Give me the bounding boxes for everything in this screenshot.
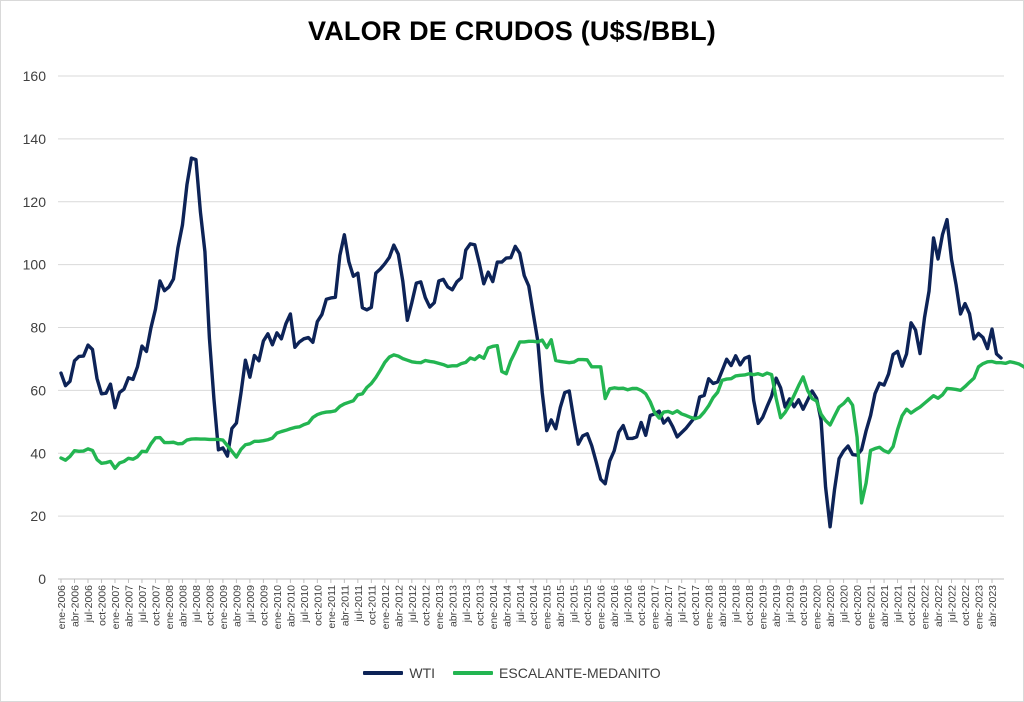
y-tick-label: 140 bbox=[23, 131, 47, 147]
y-tick-label: 20 bbox=[30, 508, 46, 524]
x-tick-label: ene-2016 bbox=[596, 585, 608, 630]
x-tick-label: ene-2015 bbox=[542, 585, 554, 630]
x-tick-label: ene-2011 bbox=[326, 585, 338, 629]
legend-item-escalante-medanito: ESCALANTE-MEDANITO bbox=[453, 665, 661, 681]
x-tick-label: oct-2017 bbox=[690, 585, 702, 626]
series-lines bbox=[59, 156, 1024, 529]
x-tick-label: jul-2020 bbox=[839, 585, 851, 624]
y-tick-label: 60 bbox=[30, 382, 46, 398]
x-tick-label: jul-2019 bbox=[785, 585, 797, 624]
x-tick-label: jul-2018 bbox=[731, 585, 743, 624]
y-tick-label: 100 bbox=[23, 257, 47, 273]
x-tick-label: abr-2014 bbox=[501, 585, 513, 627]
x-tick-label: ene-2010 bbox=[272, 585, 284, 630]
x-tick-label: abr-2009 bbox=[231, 585, 243, 627]
x-tick-label: jul-2010 bbox=[299, 585, 311, 624]
x-tick-label: oct-2018 bbox=[744, 585, 756, 626]
x-tick-label: abr-2007 bbox=[123, 585, 135, 627]
x-tick-label: ene-2014 bbox=[488, 585, 500, 630]
x-tick-label: ene-2022 bbox=[920, 585, 932, 630]
x-tick-label: abr-2011 bbox=[339, 585, 351, 626]
x-tick-label: abr-2016 bbox=[609, 585, 621, 627]
gridlines bbox=[58, 75, 1004, 517]
x-tick-label: oct-2006 bbox=[96, 585, 108, 626]
x-tick-label: jul-2006 bbox=[83, 585, 95, 624]
x-tick-label: jul-2017 bbox=[677, 585, 689, 624]
y-tick-label: 0 bbox=[38, 571, 46, 587]
x-tick-label: jul-2015 bbox=[569, 585, 581, 624]
x-tick-label: ene-2021 bbox=[866, 585, 878, 630]
y-tick-label: 80 bbox=[30, 320, 46, 336]
x-tick-label: abr-2013 bbox=[447, 585, 459, 627]
y-axis-ticks: 0 20 40 60 80 100 120 140 160 bbox=[23, 68, 47, 587]
x-axis: ene-2006 abr-2006 jul-2006 oct-2006 ene-2007… bbox=[56, 578, 1004, 630]
x-tick-label: oct-2022 bbox=[960, 585, 972, 626]
chart-title: VALOR DE CRUDOS (U$S/BBL) bbox=[307, 16, 716, 46]
x-tick-label: oct-2012 bbox=[420, 585, 432, 626]
x-tick-label: jul-2014 bbox=[515, 585, 527, 624]
x-tick-label: abr-2008 bbox=[177, 585, 189, 627]
x-tick-label: jul-2007 bbox=[137, 585, 149, 624]
series-line-escalante-medanito bbox=[59, 338, 1024, 505]
legend: WTI ESCALANTE-MEDANITO bbox=[0, 660, 1024, 686]
x-tick-label: abr-2006 bbox=[69, 585, 81, 627]
y-tick-label: 40 bbox=[30, 445, 46, 461]
x-tick-label: ene-2013 bbox=[434, 585, 446, 630]
legend-label-escalante-medanito: ESCALANTE-MEDANITO bbox=[499, 665, 661, 681]
x-tick-label: ene-2018 bbox=[704, 585, 716, 630]
x-tick-label: abr-2017 bbox=[663, 585, 675, 627]
x-tick-label: jul-2012 bbox=[407, 585, 419, 624]
x-tick-label: abr-2010 bbox=[285, 585, 297, 627]
x-tick-label: oct-2021 bbox=[906, 585, 918, 626]
x-tick-label: oct-2008 bbox=[204, 585, 216, 626]
x-tick-label: oct-2015 bbox=[582, 585, 594, 626]
x-tick-label: jul-2022 bbox=[947, 585, 959, 624]
legend-swatch-escalante-medanito bbox=[453, 671, 494, 675]
x-tick-label: jul-2013 bbox=[461, 585, 473, 624]
x-tick-label: oct-2010 bbox=[312, 585, 324, 626]
x-tick-label: ene-2023 bbox=[974, 585, 986, 630]
x-tick-label: ene-2017 bbox=[650, 585, 662, 630]
x-tick-label: abr-2019 bbox=[771, 585, 783, 627]
x-tick-label: oct-2020 bbox=[852, 585, 864, 626]
x-tick-label: abr-2012 bbox=[393, 585, 405, 627]
x-tick-label: jul-2016 bbox=[623, 585, 635, 624]
x-tick-label: ene-2019 bbox=[758, 585, 770, 630]
x-tick-label: abr-2023 bbox=[987, 585, 999, 627]
series-line-wti bbox=[59, 156, 1003, 529]
x-tick-label: abr-2015 bbox=[555, 585, 567, 627]
x-tick-label: oct-2007 bbox=[150, 585, 162, 626]
x-tick-label: ene-2012 bbox=[380, 585, 392, 630]
x-tick-label: abr-2022 bbox=[933, 585, 945, 627]
legend-swatch-wti bbox=[363, 671, 404, 675]
x-tick-label: jul-2008 bbox=[191, 585, 203, 624]
x-tick-label: ene-2020 bbox=[812, 585, 824, 630]
x-tick-label: jul-2021 bbox=[893, 585, 905, 624]
legend-label-wti: WTI bbox=[409, 665, 436, 681]
x-tick-label: abr-2018 bbox=[717, 585, 729, 627]
x-tick-label: oct-2014 bbox=[528, 585, 540, 626]
x-tick-label: oct-2016 bbox=[636, 585, 648, 626]
legend-item-wti: WTI bbox=[363, 665, 435, 681]
x-tick-label: ene-2007 bbox=[110, 585, 122, 630]
x-tick-label: ene-2008 bbox=[164, 585, 176, 630]
x-tick-label: oct-2013 bbox=[474, 585, 486, 626]
y-tick-label: 120 bbox=[23, 194, 47, 210]
x-tick-label: jul-2009 bbox=[245, 585, 257, 624]
x-tick-label: abr-2021 bbox=[879, 585, 891, 627]
x-tick-label: oct-2019 bbox=[798, 585, 810, 626]
x-tick-label: ene-2006 bbox=[56, 585, 68, 630]
x-tick-label: abr-2020 bbox=[825, 585, 837, 627]
x-tick-label: oct-2009 bbox=[258, 585, 270, 626]
x-tick-label: oct-2011 bbox=[366, 585, 378, 625]
x-tick-label: jul-2011 bbox=[353, 585, 365, 623]
y-tick-label: 160 bbox=[23, 68, 47, 84]
x-tick-label: ene-2009 bbox=[218, 585, 230, 630]
